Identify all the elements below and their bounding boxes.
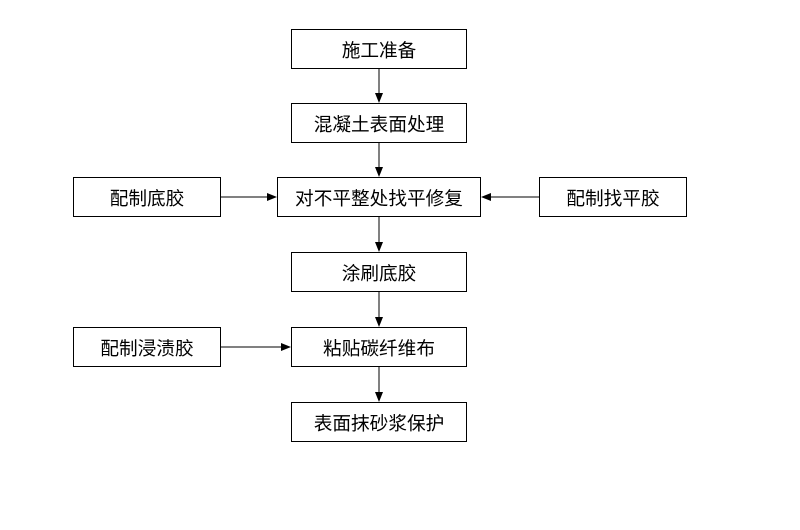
node-n1: 施工准备 (291, 29, 467, 69)
node-n5: 粘贴碳纤维布 (291, 327, 467, 367)
node-s1: 配制底胶 (73, 177, 221, 217)
edge-arrowhead (375, 167, 383, 177)
node-s2: 配制找平胶 (539, 177, 687, 217)
edge-arrowhead (375, 317, 383, 327)
edge-arrowhead (375, 392, 383, 402)
node-n6: 表面抹砂浆保护 (291, 402, 467, 442)
edge-arrowhead (375, 242, 383, 252)
node-n4: 涂刷底胶 (291, 252, 467, 292)
edge-arrowhead (481, 193, 491, 201)
node-n2: 混凝土表面处理 (291, 103, 467, 143)
node-n3: 对不平整处找平修复 (277, 177, 481, 217)
flowchart-canvas: 施工准备混凝土表面处理对不平整处找平修复涂刷底胶粘贴碳纤维布表面抹砂浆保护 配制底… (0, 0, 800, 530)
node-s3: 配制浸渍胶 (73, 327, 221, 367)
edge-arrowhead (267, 193, 277, 201)
edge-arrowhead (375, 93, 383, 103)
edge-arrowhead (281, 343, 291, 351)
